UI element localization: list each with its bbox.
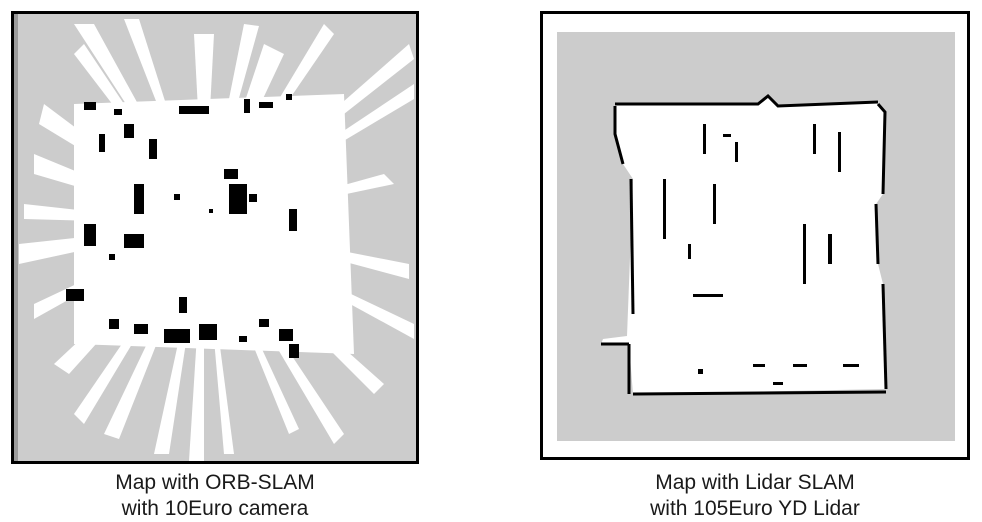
lidar-slam-caption: Map with Lidar SLAM with 105Euro YD Lida… xyxy=(540,470,970,522)
lidar-slam-caption-line1: Map with Lidar SLAM xyxy=(655,471,855,494)
orb-slam-caption-line2: with 10Euro camera xyxy=(121,497,309,520)
obstacle-points xyxy=(663,124,859,385)
lidar-slam-caption-line2: with 105Euro YD Lidar xyxy=(650,497,860,520)
orb-slam-caption-line1: Map with ORB-SLAM xyxy=(115,471,315,494)
wall-lines xyxy=(601,93,888,396)
orb-slam-occupancy-map xyxy=(14,14,416,461)
orb-slam-caption: Map with ORB-SLAM with 10Euro camera xyxy=(11,470,419,522)
lidar-slam-occupancy-map xyxy=(557,32,955,441)
map-edge xyxy=(14,14,18,461)
orb-slam-map-panel xyxy=(11,11,419,464)
obstacle-points xyxy=(66,94,299,358)
lidar-slam-map-panel xyxy=(540,11,970,460)
free-space xyxy=(601,96,886,394)
